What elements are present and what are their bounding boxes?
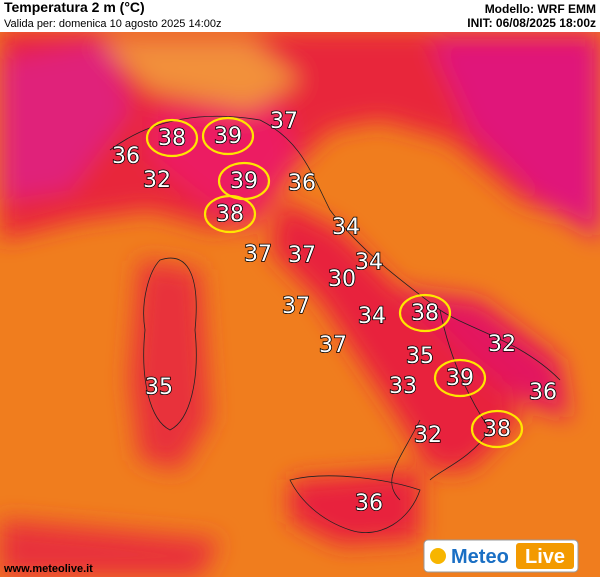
temperature-label: 36 bbox=[288, 171, 316, 196]
temperature-label: 36 bbox=[529, 380, 557, 405]
temperature-label: 36 bbox=[355, 491, 383, 516]
map-title: Temperatura 2 m (°C) bbox=[4, 0, 145, 15]
temperature-label: 34 bbox=[358, 304, 386, 329]
header-band bbox=[0, 0, 600, 32]
temperature-label: 37 bbox=[270, 109, 298, 134]
temperature-label: 37 bbox=[244, 242, 272, 267]
model-name: Modello: WRF EMM bbox=[485, 2, 596, 16]
temperature-label: 39 bbox=[446, 366, 474, 391]
valid-time: Valida per: domenica 10 agosto 2025 14:0… bbox=[4, 18, 222, 30]
coastlines bbox=[109, 115, 561, 533]
highlight-ring bbox=[470, 409, 524, 449]
temperature-label: 32 bbox=[143, 168, 171, 193]
temperature-label: 32 bbox=[488, 332, 516, 357]
logo-live: Live bbox=[525, 546, 565, 568]
logo-meteo: Meteo bbox=[451, 546, 509, 568]
temperature-field bbox=[0, 30, 600, 577]
highlight-ring bbox=[398, 293, 452, 333]
init-time: INIT: 06/08/2025 18:00z bbox=[467, 16, 596, 30]
temperature-label: 33 bbox=[389, 374, 417, 399]
site-url: www.meteolive.it bbox=[3, 563, 93, 575]
temperature-label: 38 bbox=[216, 202, 244, 227]
temperature-label: 30 bbox=[328, 267, 356, 292]
temperature-label: 37 bbox=[288, 243, 316, 268]
logo-sun bbox=[430, 548, 446, 564]
temperature-label: 35 bbox=[406, 344, 434, 369]
temperature-label: 32 bbox=[414, 423, 442, 448]
highlight-ring bbox=[433, 358, 487, 398]
temperature-label: 35 bbox=[145, 375, 173, 400]
temperature-label: 38 bbox=[158, 126, 186, 151]
temperature-label: 39 bbox=[214, 124, 242, 149]
logo-live-box bbox=[516, 543, 574, 569]
temperature-label: 39 bbox=[230, 169, 258, 194]
temperature-label: 34 bbox=[332, 215, 360, 240]
highlight-ring bbox=[201, 116, 255, 156]
temperature-label: 34 bbox=[355, 250, 383, 275]
temperature-label: 37 bbox=[282, 294, 310, 319]
temperature-label: 36 bbox=[112, 144, 140, 169]
temperature-label: 38 bbox=[411, 301, 439, 326]
highlight-ring bbox=[145, 118, 199, 158]
temperature-label: 38 bbox=[483, 417, 511, 442]
temperature-label: 37 bbox=[319, 333, 347, 358]
highlight-ring bbox=[203, 194, 257, 234]
